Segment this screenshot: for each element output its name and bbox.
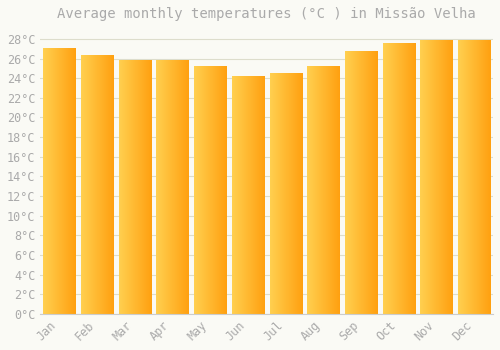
Title: Average monthly temperatures (°C ) in Missão Velha: Average monthly temperatures (°C ) in Mi… xyxy=(58,7,476,21)
